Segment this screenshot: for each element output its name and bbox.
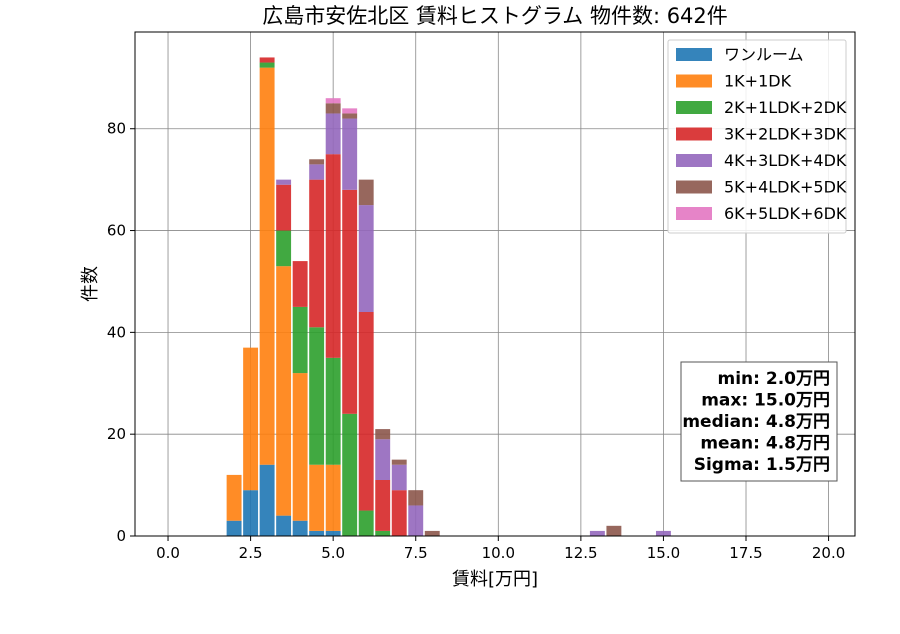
legend: ワンルーム 1K+1DK 2K+1LDK+2DK 3K+2LDK+3DK 4K+3LDK… — [667, 39, 847, 234]
bar-segment — [375, 530, 391, 536]
bar-segment — [309, 464, 325, 531]
legend-swatch — [676, 127, 712, 141]
x-tick-label: 0.0 — [156, 544, 180, 562]
bar-segment — [325, 98, 341, 104]
stats-line: min: 2.0万円 — [718, 369, 830, 389]
bar-segment — [325, 357, 341, 465]
stats-line: Sigma: 1.5万円 — [694, 455, 830, 475]
bar-segment — [342, 113, 358, 119]
legend-label: 4K+3LDK+4DK — [724, 151, 847, 170]
bar-segment — [606, 525, 622, 536]
bar-segment — [342, 118, 358, 190]
bar-segment — [424, 530, 440, 536]
bar-segment — [259, 57, 275, 63]
legend-label: 6K+5LDK+6DK — [724, 204, 847, 223]
bar-segment — [408, 490, 424, 506]
legend-swatch — [676, 207, 712, 220]
bar-segment — [309, 159, 325, 165]
bar-segment — [292, 373, 308, 521]
bar-segment — [226, 520, 242, 536]
y-tick-label: 80 — [107, 120, 126, 138]
bar-segment — [342, 108, 358, 114]
bar-segment — [243, 347, 259, 491]
bar-segment — [309, 179, 325, 328]
x-tick-label: 17.5 — [729, 544, 762, 562]
bar-segment — [292, 520, 308, 536]
y-tick-label: 20 — [107, 425, 126, 443]
bar-segment — [408, 505, 424, 536]
y-tick-label: 60 — [107, 222, 126, 240]
bar-segment — [358, 510, 374, 536]
bar-segment — [276, 230, 292, 267]
legend-label: 1K+1DK — [724, 72, 792, 91]
bar-stacks — [226, 57, 671, 536]
legend-swatch — [676, 74, 712, 88]
bar-segment — [391, 459, 407, 465]
bar-segment — [391, 464, 407, 491]
axis-ticks: 0.0 2.5 5.0 7.5 10.0 12.5 15.0 17.5 20.0 0 20 40 60 8… — [107, 120, 845, 562]
x-tick-label: 15.0 — [647, 544, 680, 562]
bar-segment — [375, 480, 391, 531]
x-tick-label: 2.5 — [239, 544, 263, 562]
bar-segment — [309, 164, 325, 180]
bar-segment — [325, 154, 341, 358]
y-axis-title: 件数 — [80, 266, 101, 302]
bar-segment — [342, 413, 358, 536]
y-tick-label: 40 — [107, 323, 126, 341]
bar-segment — [226, 474, 242, 521]
bar-segment — [259, 464, 275, 536]
x-tick-label: 5.0 — [321, 544, 345, 562]
legend-swatch — [676, 154, 712, 167]
bar-segment — [309, 530, 325, 536]
bar-segment — [358, 179, 374, 206]
bar-segment — [375, 429, 391, 440]
bar-segment — [292, 261, 308, 307]
y-tick-label: 0 — [116, 527, 126, 545]
legend-swatch — [676, 101, 712, 114]
bar-segment — [325, 530, 341, 536]
x-tick-label: 7.5 — [404, 544, 428, 562]
bar-segment — [325, 464, 341, 531]
bar-segment — [259, 62, 275, 68]
bar-segment — [243, 490, 259, 536]
bar-segment — [342, 189, 358, 414]
bar-segment — [589, 530, 605, 536]
bar-segment — [276, 266, 292, 516]
bar-segment — [358, 205, 374, 312]
bar-segment — [276, 179, 292, 185]
bar-segment — [391, 490, 407, 536]
bar-segment — [325, 103, 341, 114]
legend-swatch — [676, 180, 712, 194]
legend-label: ワンルーム — [724, 45, 804, 64]
legend-frame — [667, 39, 847, 234]
x-tick-label: 20.0 — [812, 544, 845, 562]
chart-title: 広島市安佐北区 賃料ヒストグラム 物件数: 642件 — [262, 4, 728, 28]
bar-segment — [358, 312, 374, 511]
stats-line: median: 4.8万円 — [682, 412, 830, 432]
legend-label: 5K+4LDK+5DK — [724, 178, 847, 197]
x-tick-label: 12.5 — [564, 544, 597, 562]
legend-swatch — [676, 48, 712, 61]
bar-segment — [292, 306, 308, 374]
bar-segment — [375, 439, 391, 480]
bar-segment — [276, 515, 292, 536]
bar-segment — [309, 327, 325, 465]
legend-label: 3K+2LDK+3DK — [724, 125, 847, 144]
plot-frame — [134, 31, 856, 537]
bar-segment — [325, 113, 341, 155]
x-tick-label: 10.0 — [482, 544, 515, 562]
bar-segment — [276, 184, 292, 231]
bar-segment — [655, 530, 671, 536]
stats-box-frame — [680, 361, 838, 482]
x-axis-title: 賃料[万円] — [452, 569, 538, 590]
legend-label: 2K+1LDK+2DK — [724, 98, 847, 117]
stats-line: max: 15.0万円 — [701, 391, 830, 411]
stats-line: mean: 4.8万円 — [700, 434, 830, 454]
bar-segment — [259, 67, 275, 465]
